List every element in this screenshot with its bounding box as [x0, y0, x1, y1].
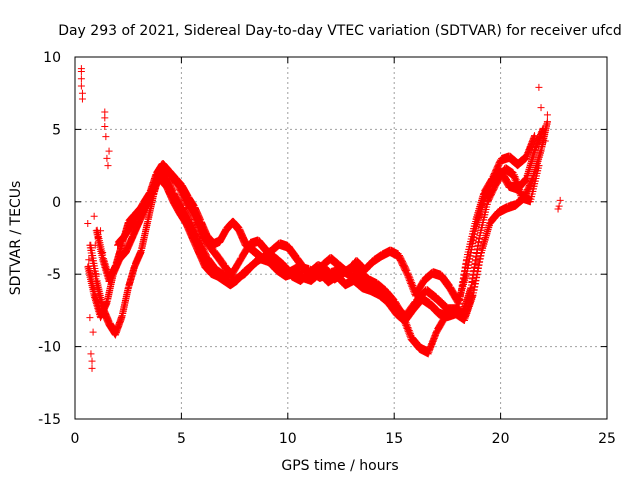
chart-title: Day 293 of 2021, Sidereal Day-to-day VTE… — [58, 23, 622, 39]
data-point — [531, 147, 539, 155]
grid-lines — [75, 57, 607, 419]
data-points — [77, 65, 564, 372]
